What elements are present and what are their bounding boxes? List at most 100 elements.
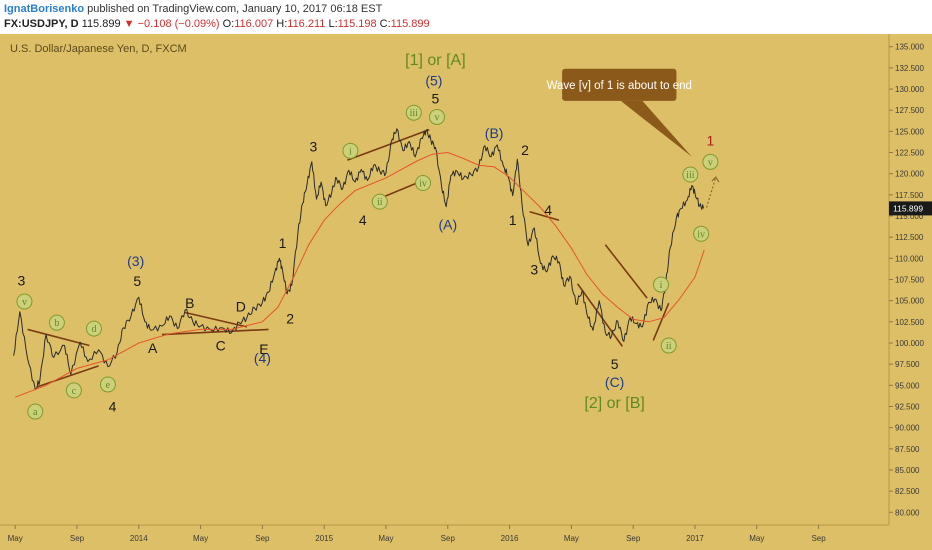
price-series-line[interactable] — [13, 128, 704, 391]
x-tick-label: May — [8, 534, 23, 543]
wave-circle-marker — [405, 104, 422, 121]
wave-label-circle: e — [106, 380, 111, 391]
wave-circle-marker — [85, 320, 102, 337]
y-tick-label: 112.500 — [895, 233, 924, 242]
wave-circle-marker — [428, 108, 445, 125]
y-tick-label: 132.500 — [895, 64, 924, 73]
wave-label-circle: b — [54, 318, 59, 329]
y-tick-label: 82.500 — [895, 487, 920, 496]
price-axis[interactable] — [889, 34, 932, 550]
wave-label-dark: 4 — [544, 202, 552, 218]
y-tick-label: 80.000 — [895, 508, 920, 517]
wave-label-dark: 2 — [286, 310, 294, 326]
y-tick-label: 92.500 — [895, 402, 920, 411]
low-label: L: — [328, 18, 338, 30]
wave-label-dark: 1 — [279, 235, 287, 251]
wave-label-circle: ii — [377, 197, 383, 208]
y-tick-label: 87.500 — [895, 445, 920, 454]
published-text: published on TradingView.com, January 10… — [87, 3, 383, 15]
trendline[interactable] — [184, 311, 248, 328]
wave-label-dark: 5 — [133, 273, 141, 289]
wave-label-circle: c — [72, 386, 77, 397]
wave-circle-marker — [48, 314, 65, 331]
y-tick-label: 100.000 — [895, 339, 924, 348]
x-tick-label: May — [378, 534, 393, 543]
wave-label-blue: (A) — [438, 216, 457, 232]
wave-label-circle: iii — [686, 170, 695, 181]
last-price-label: 115.899 — [893, 203, 923, 213]
wave-label-blue: (3) — [127, 253, 144, 269]
trendline[interactable] — [36, 365, 99, 388]
y-tick-label: 115.000 — [895, 212, 924, 221]
wave-circle-marker — [415, 174, 432, 191]
wave-label-dark: 5 — [432, 90, 440, 106]
x-tick-label: Sep — [811, 534, 826, 543]
wave-label-blue: (B) — [485, 125, 504, 141]
x-tick-label: Sep — [255, 534, 270, 543]
open-value: 116.007 — [234, 18, 274, 30]
y-tick-label: 110.000 — [895, 254, 924, 263]
wave-label-circle: d — [91, 324, 96, 335]
wave-label-dark: E — [259, 341, 268, 357]
wave-label-circle: v — [708, 157, 713, 168]
trendline[interactable] — [347, 128, 430, 161]
y-tick-label: 120.000 — [895, 170, 924, 179]
close-label: C: — [379, 18, 391, 30]
x-tick-label: 2014 — [130, 534, 148, 543]
wave-label-green: [2] or [B] — [584, 395, 644, 412]
price-chart[interactable]: 3vabcde4(3)5ABCDE(4)2134iiiiiiivv5(5)[1]… — [0, 34, 932, 550]
callout-text: Wave [v] of 1 is about to end — [547, 80, 692, 92]
wave-label-blue: (5) — [425, 73, 442, 89]
x-tick-label: Sep — [626, 534, 641, 543]
wave-circle-marker — [660, 337, 677, 354]
wave-label-red: 1 — [707, 133, 715, 149]
y-tick-label: 102.500 — [895, 318, 924, 327]
wave-label-circle: v — [434, 112, 439, 123]
wave-circle-marker — [65, 382, 82, 399]
wave-label-dark: 4 — [109, 398, 117, 414]
wave-circle-marker — [27, 403, 44, 420]
trendline[interactable] — [576, 283, 624, 347]
wave-label-circle: iv — [419, 178, 427, 189]
x-tick-label: 2015 — [315, 534, 333, 543]
trendline[interactable] — [161, 328, 269, 336]
high-value: 116.211 — [287, 18, 326, 30]
author-link[interactable]: IgnatBorisenko — [4, 3, 85, 15]
wave-label-circle: a — [33, 407, 38, 418]
x-tick-label: May — [193, 534, 208, 543]
last-price-value: 115.899 — [81, 18, 121, 30]
trendline[interactable] — [604, 244, 648, 299]
y-tick-label: 85.000 — [895, 466, 920, 475]
trendline[interactable] — [27, 328, 90, 347]
wave-circle-marker — [652, 276, 669, 293]
publish-info: IgnatBorisenko published on TradingView.… — [4, 3, 382, 15]
trendline[interactable] — [529, 211, 560, 222]
y-tick-label: 117.500 — [895, 191, 924, 200]
wave-label-circle: v — [22, 297, 27, 308]
wave-circle-marker — [702, 153, 719, 170]
wave-label-dark: 4 — [359, 212, 367, 228]
time-axis[interactable] — [0, 525, 889, 550]
x-tick-label: May — [564, 534, 579, 543]
wave-label-circle: ii — [666, 341, 672, 352]
projection-arrowhead — [711, 176, 720, 183]
wave-label-circle: iii — [410, 108, 419, 119]
wave-label-dark: 3 — [17, 272, 25, 288]
low-value: 115.198 — [337, 18, 377, 30]
wave-label-dark: 3 — [309, 139, 317, 155]
trendline[interactable] — [652, 302, 670, 341]
y-tick-label: 125.000 — [895, 127, 924, 136]
wave-circle-marker — [693, 225, 710, 242]
open-label: O: — [222, 18, 235, 30]
moving-average-line[interactable] — [15, 151, 705, 398]
y-tick-label: 130.000 — [895, 85, 924, 94]
wave-label-circle: i — [660, 280, 663, 291]
wave-label-green: [1] or [A] — [405, 52, 465, 69]
callout-box[interactable] — [562, 68, 677, 101]
wave-label-dark: C — [216, 338, 226, 354]
wave-circle-marker — [342, 142, 359, 159]
wave-circle-marker — [371, 193, 388, 210]
y-tick-label: 107.500 — [895, 276, 924, 285]
wave-label-blue: (C) — [605, 374, 624, 390]
wave-circle-marker — [99, 376, 116, 393]
